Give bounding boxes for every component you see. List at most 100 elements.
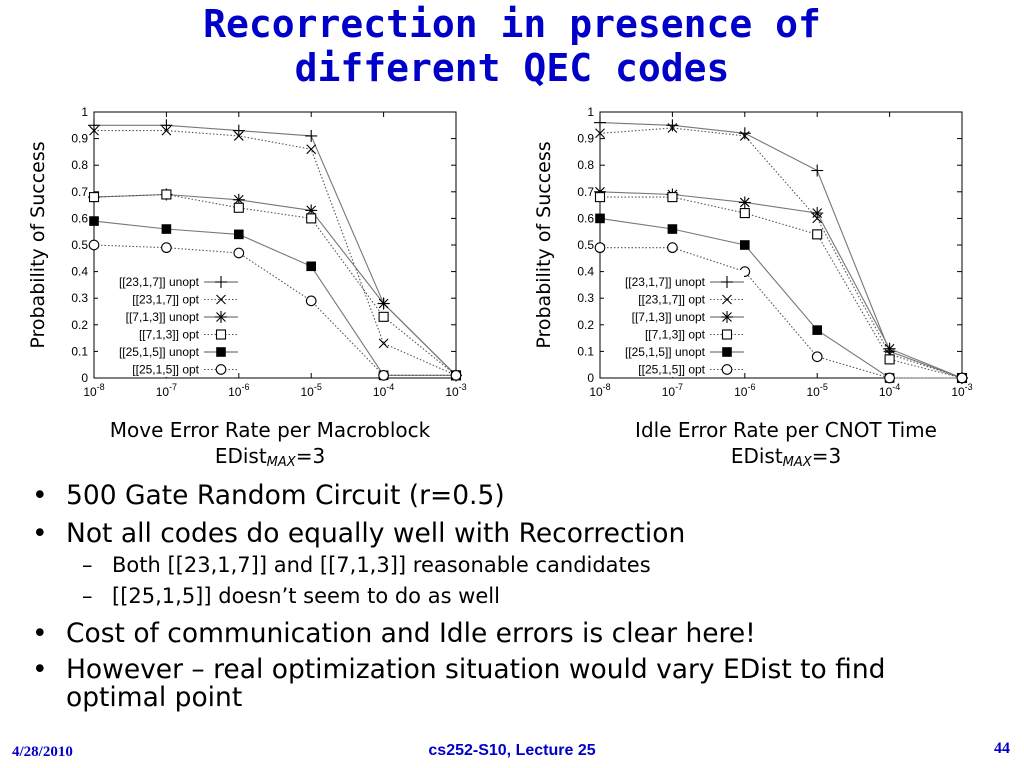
legend-entry: [[25,1,5]] unopt [625,345,706,359]
caption-left: Move Error Rate per Macroblock EDistMAX=… [50,417,490,476]
bullet-item: Cost of communication and Idle errors is… [30,618,1010,649]
series [594,242,968,384]
x-tick-label: 10-5 [301,382,322,399]
y-tick-label: 0.7 [71,185,88,199]
circle-marker [450,369,462,381]
x-tick-label: 10-7 [156,382,177,399]
y-tick-label: 0 [81,371,88,385]
star-marker [377,297,390,310]
legend-entry: [[7,1,3]] unopt [632,310,706,324]
sub-bullet-item: Both [[23,1,7]] and [[7,1,3]] reasonable… [30,551,1010,579]
star-marker [883,342,896,355]
plus-marker [305,129,318,142]
legend: [[23,1,7]] unopt [[23,1,7]] opt [[7,1,3]] … [604,270,744,377]
cross-marker [306,144,317,155]
square-marker [161,189,172,200]
y-tick-label: 0.1 [71,344,88,358]
fsquare-marker [722,347,732,357]
x-tick-label: 10-5 [807,382,828,399]
square-marker [378,311,389,322]
edist-sub: MAX [266,455,296,470]
legend-entry: [[25,1,5]] opt [638,363,705,377]
series-line [599,127,963,379]
y-tick-label: 0.6 [71,211,88,225]
x-tick-label: 10-7 [662,382,683,399]
slide-title: Recorrection in presence of different QE… [0,2,1024,90]
series-line [599,122,963,379]
x-tick-label: 10-8 [589,382,610,399]
bullet-item: However – real optimization situation wo… [30,656,1010,712]
plus-marker [666,119,679,132]
edist-prefix: EDist [214,444,267,468]
chart-svg: Probability of Success 0 0.1 0.2 0.3 0.4 0.5 0.… [27,105,467,399]
square-marker [215,329,227,340]
cross-marker [739,131,750,141]
x-tick-label: 10-3 [951,382,972,399]
fsquare-marker [812,325,822,335]
plus-marker [88,119,100,132]
slide-title-line-1: Recorrection in presence of [203,2,821,46]
y-tick-label: 0.8 [577,158,594,172]
bullet-item: 500 Gate Random Circuit (r=0.5) [30,480,1010,511]
circle-marker [667,242,678,254]
series-line [600,196,963,379]
chart-svg: Probability of Success 0 0.1 0.2 0.3 0.4 0.5 0.… [533,105,973,399]
legend-entry: [[23,1,7]] opt [638,293,705,307]
y-tick-label: 1 [81,105,88,119]
square-marker [594,192,606,203]
y-axis-label: Probability of Success [27,141,49,348]
slide-title-line-2: different QEC codes [294,46,730,90]
y-tick-label: 0.1 [577,344,594,358]
caption-right-edist: EDistMAX=3 [566,443,1006,476]
series-line [93,193,457,376]
plus-marker [811,164,824,177]
square-marker [884,354,895,365]
circle-marker [305,295,317,307]
fsquare-marker [667,224,678,234]
square-marker [667,192,678,203]
caption-right-xlabel: Idle Error Rate per CNOT Time [635,418,937,442]
fsquare-marker [89,216,99,226]
y-tick-label: 0 [587,371,594,385]
plus-marker [721,276,733,288]
legend-entry: [[25,1,5]] opt [132,363,199,377]
legend-entry: [[7,1,3]] opt [139,328,200,342]
circle-marker [88,239,100,251]
caption-right: Idle Error Rate per CNOT Time EDistMAX=3 [566,417,1006,476]
y-tick-label: 0.6 [577,211,594,225]
y-tick-label: 0.4 [71,265,88,279]
fsquare-marker [234,229,244,240]
legend-entry: [[23,1,7]] unopt [119,275,200,289]
cross-marker [161,125,172,136]
series-line [94,130,457,376]
x-tick-label: 10-4 [373,382,394,399]
edist-sub: MAX [782,455,812,470]
slide-footer: 4/28/2010 cs252-S10, Lecture 25 44 [0,740,1024,768]
star-marker [721,311,733,323]
circle-marker [215,364,227,375]
star-marker [215,311,227,323]
footer-course: cs252-S10, Lecture 25 [428,742,596,759]
y-tick-label: 0.5 [71,238,88,252]
caption-left-edist: EDistMAX=3 [50,443,490,476]
y-tick-label: 0.8 [71,158,88,172]
sub-bullet-item: [[25,1,5]] doesn’t seem to do as well [30,582,1010,610]
legend-entry: [[25,1,5]] unopt [119,345,200,359]
caption-left-xlabel: Move Error Rate per Macroblock [109,418,431,442]
bullet-list: 500 Gate Random Circuit (r=0.5) Not all … [30,480,1010,719]
plus-marker [232,124,245,137]
y-tick-label: 0.2 [71,318,88,332]
circle-marker [956,372,968,384]
square-marker [812,229,823,240]
series-line [93,244,456,376]
circle-marker [378,369,389,381]
cross-marker [216,294,226,305]
x-tick-label: 10-6 [228,382,249,399]
plus-marker [594,116,606,129]
y-tick-label: 0.3 [71,291,88,305]
x-tick-label: 10-3 [445,382,466,399]
legend: [[23,1,7]] unopt [[23,1,7]] opt [[7,1,3]] … [98,270,238,377]
cross-marker [89,125,99,136]
square-marker [88,192,100,203]
y-tick-label: 0.9 [577,132,594,146]
